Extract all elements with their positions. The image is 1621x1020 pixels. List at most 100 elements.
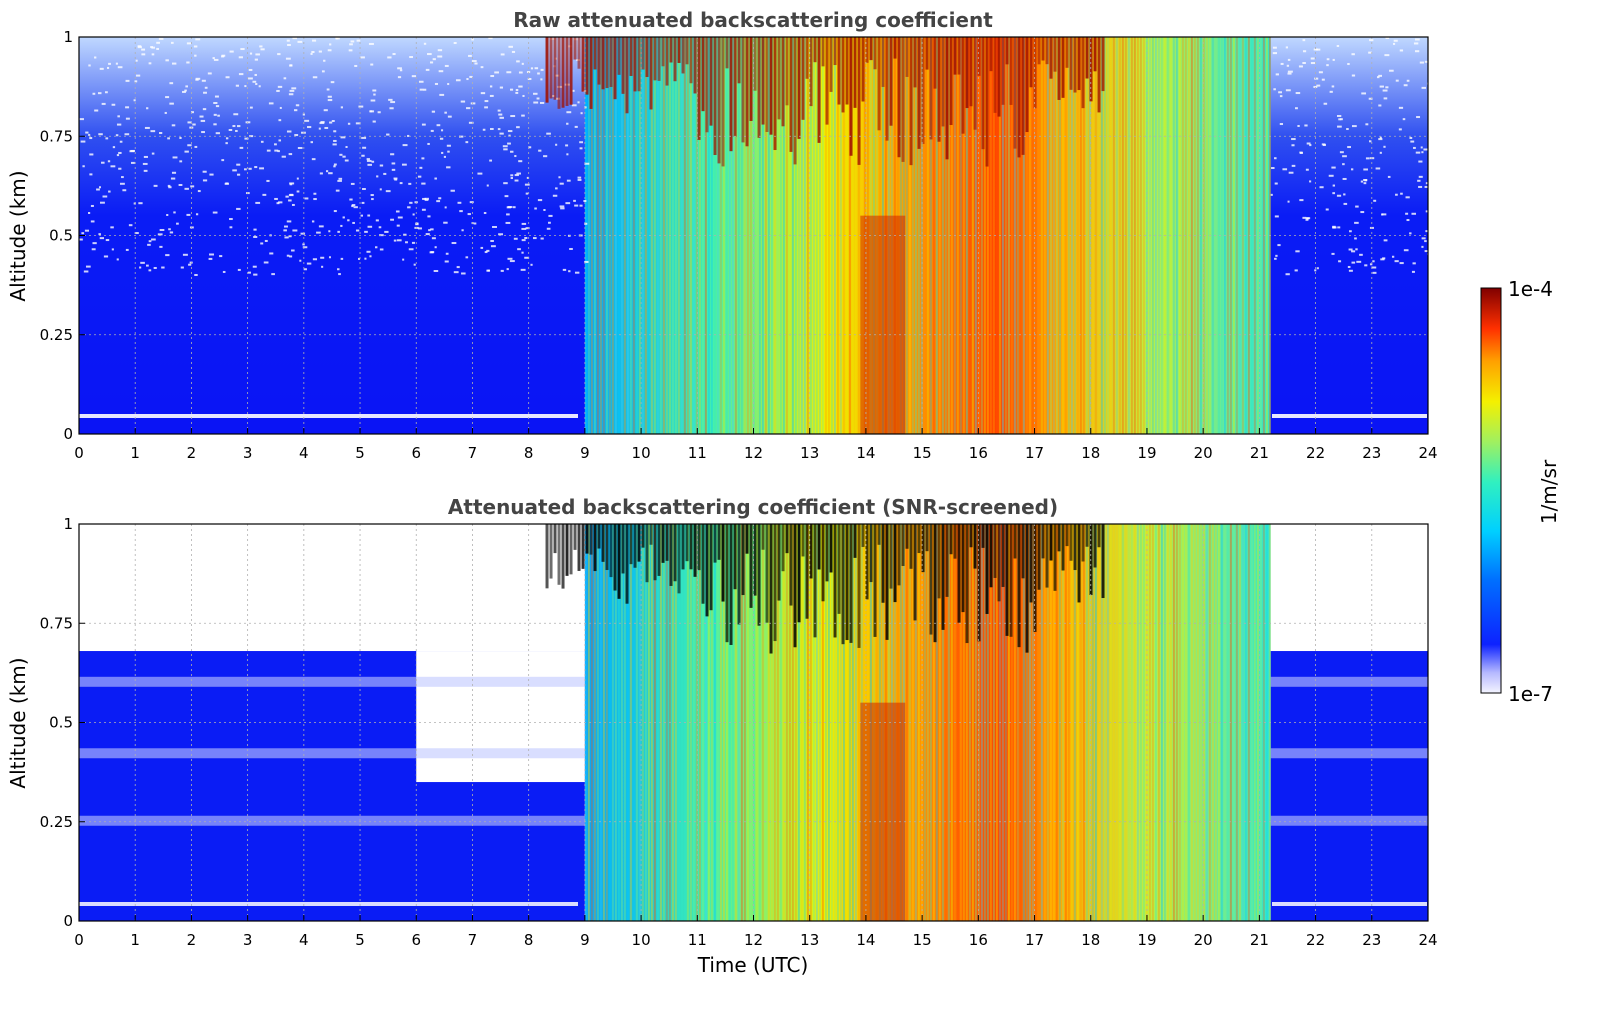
noise-speck [92,92,96,95]
noise-speck [503,148,508,151]
noise-speck [1298,65,1303,68]
noise-speck [323,59,326,62]
cloud-streak [973,37,977,130]
noise-speck [427,53,432,56]
noise-speck [459,210,463,213]
signal-streak [965,524,968,921]
noise-speck [489,85,493,88]
noise-speck [1339,151,1344,154]
noise-speck [1381,213,1387,216]
noise-speck [489,94,494,97]
noise-speck [338,177,343,180]
noise-speck [209,173,214,176]
cloud-streak [689,37,693,84]
cloud-streak [833,524,837,638]
signal-streak [1247,524,1250,921]
noise-speck [385,190,391,193]
noise-speck [274,197,278,200]
noise-speck [538,149,542,152]
noise-speck [295,104,300,107]
noise-speck [466,107,471,110]
cloud-streak [873,37,877,70]
noise-speck [320,256,325,259]
noise-speck [503,182,508,185]
cloud-streak [933,37,937,89]
noise-speck [348,49,353,52]
noise-speck [135,59,138,62]
cloud-streak [561,37,565,108]
cloud-streak [933,524,937,643]
cloud-streak [741,37,745,143]
cloud-streak [721,524,725,602]
noise-speck [1351,250,1356,253]
cloud-streak [837,37,841,105]
signal-streak [755,37,758,434]
signal-streak [1256,524,1259,921]
cloud-streak [993,37,997,113]
noise-band [1270,676,1428,687]
cloud-streak [749,524,753,608]
noise-speck [88,133,91,136]
noise-speck [421,208,426,211]
noise-speck [229,218,233,221]
noise-speck [1302,50,1307,53]
noise-speck [378,226,382,229]
noise-speck [296,190,300,193]
cloud-streak [977,524,981,642]
noise-speck [526,176,530,179]
signal-streak [770,37,773,434]
noise-speck [1378,138,1383,141]
noise-speck [1331,85,1335,88]
noise-speck [516,60,520,63]
noise-speck [439,93,445,96]
cloud-streak [765,524,769,623]
cloud-streak [981,37,985,150]
noise-speck [390,153,395,156]
signal-streak [710,524,713,921]
signal-streak [1121,37,1124,434]
cloud-streak [853,524,857,558]
signal-streak [836,37,839,434]
noise-speck [1337,125,1342,128]
noise-speck [1418,185,1423,188]
noise-speck [153,184,158,187]
signal-streak [812,524,815,921]
cloud-streak [865,37,869,63]
signal-streak [1190,524,1193,921]
noise-speck [507,142,511,145]
noise-speck [253,273,258,276]
cloud-streak [781,524,785,572]
noise-speck [444,260,449,263]
noise-speck [1392,42,1396,45]
x-tick-label: 11 [688,444,707,462]
cloud-streak [885,524,889,640]
noise-speck [499,132,504,135]
noise-speck [1331,252,1335,255]
noise-speck [434,177,437,180]
noise-speck [266,179,270,182]
noise-speck [1385,37,1390,40]
noise-speck [286,130,292,133]
x-tick-label: 7 [468,931,478,949]
x-tick-label: 19 [1137,931,1156,949]
noise-speck [1342,177,1347,180]
signal-streak [761,524,764,921]
cloud-streak [1053,37,1057,72]
noise-speck [248,77,253,80]
noise-speck [510,177,513,180]
cloud-streak [1033,37,1037,109]
screened-y-axis-label: Altitude (km) [6,657,30,788]
noise-speck [509,88,514,91]
cloud-streak [957,524,961,623]
noise-speck [554,74,560,77]
noise-band [1270,748,1428,759]
noise-speck [1314,269,1317,272]
noise-speck [517,248,521,251]
noise-speck [148,62,152,65]
noise-speck [321,265,324,268]
noise-speck [118,151,122,154]
noise-speck [173,211,176,214]
x-tick-label: 6 [411,444,421,462]
noise-speck [421,182,426,185]
